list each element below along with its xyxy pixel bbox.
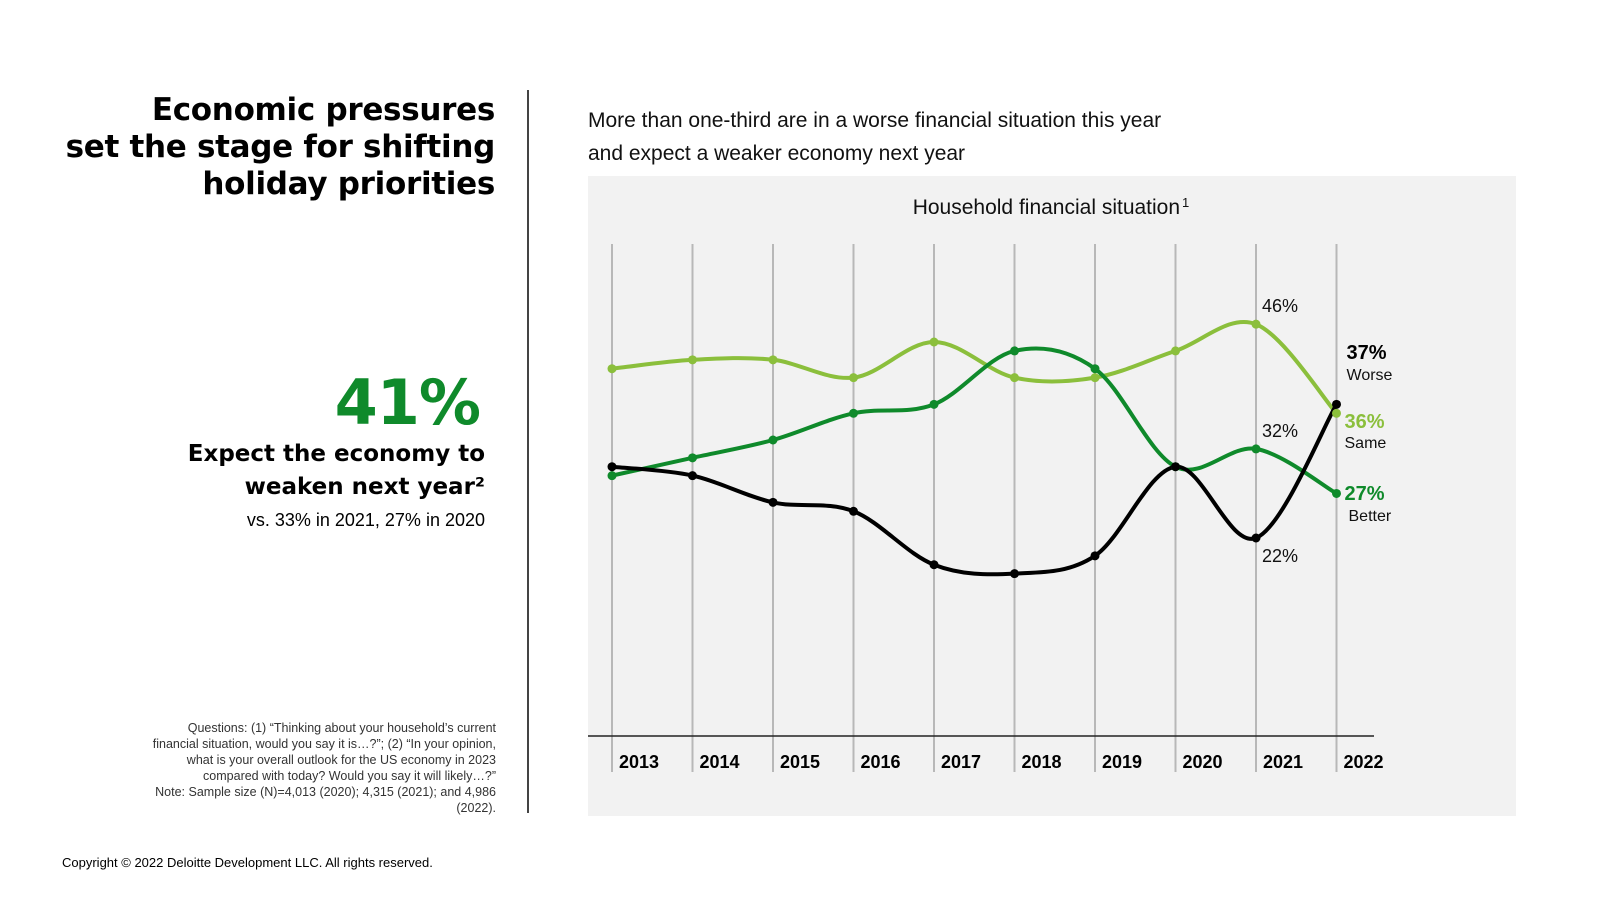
end-label-name-better: Better bbox=[1349, 508, 1392, 525]
point-same-2020 bbox=[1171, 346, 1180, 356]
point-same-2016 bbox=[849, 373, 858, 383]
series-lines bbox=[610, 320, 1339, 577]
footnote-line: compared with today? Would you say it wi… bbox=[203, 769, 496, 783]
x-tick-2013: 2013 bbox=[619, 752, 659, 772]
chart-heading-line: and expect a weaker economy next year bbox=[588, 142, 966, 165]
point-worse-2021 bbox=[1251, 533, 1261, 543]
stat-comparison: vs. 33% in 2021, 27% in 2020 bbox=[246, 510, 485, 530]
data-points bbox=[607, 319, 1341, 579]
point-better-2018 bbox=[1010, 346, 1019, 356]
point-better-2015 bbox=[768, 435, 778, 445]
x-tick-2021: 2021 bbox=[1263, 752, 1303, 772]
point-same-2015 bbox=[768, 355, 778, 365]
x-tick-2017: 2017 bbox=[941, 752, 981, 772]
point-better-2019 bbox=[1090, 364, 1100, 374]
stat-label-line: weaken next year² bbox=[244, 474, 485, 500]
series-line-worse bbox=[610, 402, 1339, 577]
x-tick-2019: 2019 bbox=[1102, 752, 1142, 772]
point-worse-2014 bbox=[688, 471, 697, 481]
data-labels: 46% 36% Same 32% 27% Better 22% 37% Worse bbox=[1262, 296, 1393, 566]
series-line-same bbox=[610, 320, 1339, 416]
point-worse-2015 bbox=[768, 497, 778, 507]
chart-panel bbox=[588, 176, 1516, 816]
footnote-line: (2022). bbox=[456, 801, 496, 815]
x-tick-2014: 2014 bbox=[700, 752, 740, 772]
point-worse-2019 bbox=[1090, 551, 1100, 561]
point-same-2019 bbox=[1090, 373, 1100, 383]
series-line-better bbox=[610, 346, 1339, 496]
footnote-line: Note: Sample size (N)=4,013 (2020); 4,31… bbox=[155, 785, 496, 799]
point-better-2013 bbox=[607, 471, 617, 481]
x-tick-2022: 2022 bbox=[1344, 752, 1384, 772]
questions-footnote: Questions: (1) “Thinking about your hous… bbox=[120, 720, 496, 816]
x-tick-2020: 2020 bbox=[1183, 752, 1223, 772]
end-label-name-same: Same bbox=[1345, 435, 1387, 452]
chart-title: Household financial situation 1 bbox=[913, 195, 1190, 219]
gridlines bbox=[611, 244, 1338, 772]
point-better-2016 bbox=[849, 408, 858, 418]
point-worse-2020 bbox=[1171, 462, 1180, 472]
point-same-2014 bbox=[688, 355, 697, 365]
chart-title-text: Household financial situation bbox=[913, 196, 1180, 219]
point-same-2013 bbox=[607, 364, 617, 374]
copyright: Copyright © 2022 Deloitte Development LL… bbox=[62, 855, 433, 870]
point-worse-2013 bbox=[607, 462, 617, 472]
point-worse-2017 bbox=[929, 560, 939, 570]
chart-heading: More than one-third are in a worse finan… bbox=[588, 104, 1288, 170]
chart-heading-line: More than one-third are in a worse finan… bbox=[588, 109, 1162, 132]
line-chart: Household financial situation 1 2013 2014 2… bbox=[588, 195, 1393, 772]
point-worse-2022 bbox=[1332, 399, 1341, 409]
headline-line: Economic pressures bbox=[151, 92, 495, 128]
end-label-value-worse: 37% bbox=[1347, 342, 1387, 364]
point-same-2017 bbox=[929, 337, 939, 347]
data-label-better-2021: 32% bbox=[1262, 421, 1298, 441]
stat-label-line: Expect the economy to bbox=[187, 441, 485, 467]
x-tick-2018: 2018 bbox=[1022, 752, 1062, 772]
footnote-line: what is your overall outlook for the US … bbox=[186, 753, 496, 767]
stat-label: Expect the economy to weaken next year² bbox=[120, 438, 485, 504]
footnote-line: Questions: (1) “Thinking about your hous… bbox=[187, 721, 496, 735]
x-axis-ticks: 2013 2014 2015 2016 2017 2018 2019 2020 2021 2022 bbox=[619, 752, 1384, 772]
data-label-worse-2021: 22% bbox=[1262, 546, 1298, 566]
point-better-2021 bbox=[1251, 444, 1261, 454]
x-tick-2016: 2016 bbox=[861, 752, 901, 772]
headline: Economic pressures set the stage for shi… bbox=[40, 92, 496, 203]
point-better-2014 bbox=[688, 453, 697, 463]
column-divider bbox=[527, 90, 529, 813]
stat-value: 41% bbox=[334, 366, 481, 439]
point-same-2021 bbox=[1251, 319, 1261, 329]
point-better-2017 bbox=[929, 399, 939, 409]
point-same-2018 bbox=[1010, 373, 1019, 383]
end-label-value-better: 27% bbox=[1345, 483, 1385, 505]
point-worse-2016 bbox=[849, 506, 858, 516]
footnote-line: financial situation, would you say it is… bbox=[152, 737, 496, 751]
x-tick-2015: 2015 bbox=[780, 752, 820, 772]
headline-line: set the stage for shifting bbox=[65, 129, 496, 165]
chart-title-superscript: 1 bbox=[1182, 195, 1189, 210]
point-better-2022 bbox=[1332, 488, 1341, 498]
headline-line: holiday priorities bbox=[202, 166, 495, 202]
point-same-2022 bbox=[1332, 408, 1341, 418]
data-label-same-2021: 46% bbox=[1262, 296, 1298, 316]
end-label-name-worse: Worse bbox=[1347, 367, 1393, 384]
end-label-value-same: 36% bbox=[1345, 411, 1385, 433]
point-worse-2018 bbox=[1010, 569, 1019, 579]
